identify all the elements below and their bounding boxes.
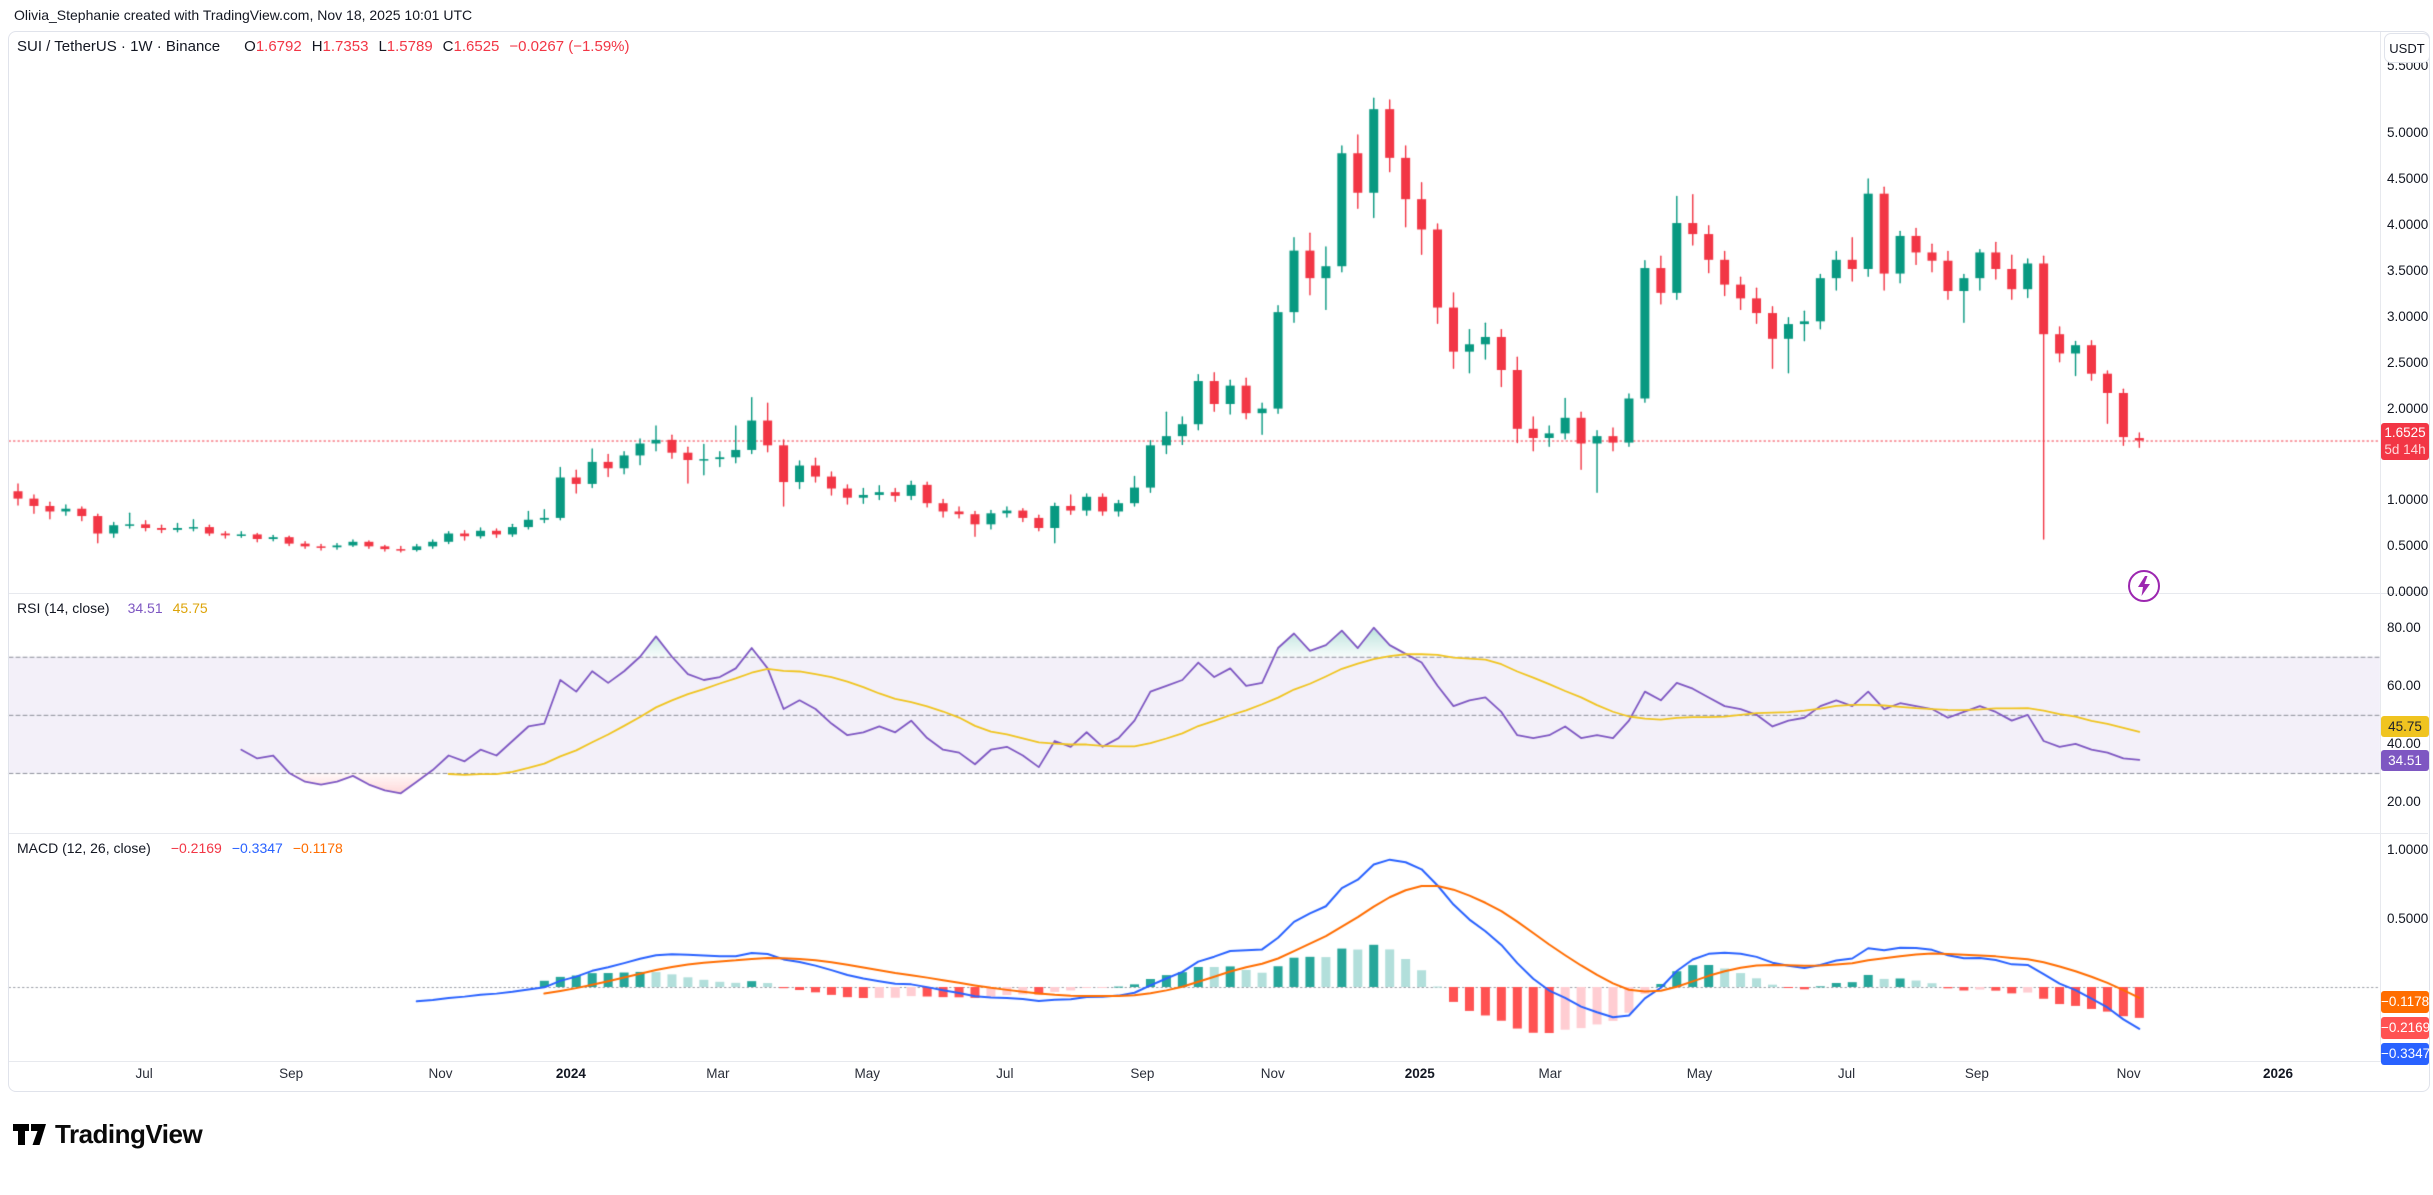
bar-countdown: 5d 14h — [2384, 442, 2426, 457]
time-tick-month: Nov — [428, 1066, 453, 1081]
last-price-badge: 1.6525 5d 14h — [2381, 423, 2429, 460]
time-axis-separator — [9, 1061, 2428, 1062]
low-value: 1.5789 — [386, 38, 433, 55]
open-label: O — [244, 38, 256, 55]
rsi-pane-separator[interactable] — [9, 593, 2428, 594]
macd-pane-separator[interactable] — [9, 833, 2428, 834]
macd-line-value: −0.3347 — [231, 840, 283, 856]
time-tick-month: Sep — [1964, 1066, 1989, 1081]
macd-legend: MACD (12, 26, close) −0.2169 −0.3347 −0.117… — [17, 840, 343, 856]
rsi-tick: 20.00 — [2387, 794, 2421, 809]
rsi-tick: 40.00 — [2387, 735, 2421, 751]
time-tick-month: Nov — [2116, 1066, 2141, 1081]
open-value: 1.6792 — [255, 38, 302, 55]
rsi-indicator-title[interactable]: RSI (14, close) — [17, 600, 110, 616]
high-value: 1.7353 — [322, 38, 369, 55]
rsi-value: 34.51 — [127, 600, 163, 616]
price-tick: 5.0000 — [2387, 125, 2429, 141]
rsi-tick: 60.00 — [2387, 677, 2421, 693]
close-label: C — [442, 38, 454, 55]
time-axis[interactable]: Jul Sep Nov 2024 Mar May Jul Sep Nov 2025 Mar May Ju… — [0, 1066, 2380, 1090]
tradingview-wordmark[interactable]: TradingView — [55, 1119, 203, 1149]
lightning-icon — [2138, 576, 2150, 596]
close-value: 1.6525 — [453, 38, 500, 55]
rsi-ma-badge: 45.75 — [2381, 716, 2429, 737]
time-tick-month: Jul — [1837, 1066, 1856, 1081]
macd-indicator-title[interactable]: MACD (12, 26, close) — [17, 840, 151, 856]
time-tick-month: Jul — [135, 1066, 153, 1081]
rsi-legend: RSI (14, close) 34.51 45.75 — [17, 600, 208, 616]
low-label: L — [378, 38, 387, 55]
macd-line-badge: −0.3347 — [2381, 1043, 2430, 1065]
price-tick: 0.0000 — [2387, 584, 2429, 600]
macd-signal-value: −0.1178 — [292, 840, 343, 856]
macd-tick: 0.5000 — [2387, 910, 2429, 926]
rsi-badge: 34.51 — [2381, 750, 2429, 771]
change-value: −0.0267 (−1.59%) — [509, 38, 630, 55]
attribution-text: Olivia_Stephanie created with TradingVie… — [14, 7, 473, 23]
instant-trading-button[interactable] — [2128, 570, 2160, 602]
price-tick: 3.0000 — [2387, 308, 2429, 324]
price-axis-separator — [2380, 32, 2381, 1061]
time-tick-year: 2026 — [2263, 1066, 2294, 1081]
time-tick-month: Jul — [996, 1066, 1014, 1081]
price-tick: 4.0000 — [2387, 216, 2429, 232]
time-tick-month: Nov — [1260, 1066, 1285, 1081]
time-tick-month: May — [1686, 1066, 1713, 1081]
macd-tick: 1.0000 — [2387, 842, 2429, 857]
price-tick: 3.5000 — [2387, 262, 2429, 278]
rsi-tick: 80.00 — [2387, 619, 2421, 635]
price-tick: 0.5000 — [2387, 538, 2429, 554]
footer: TradingView — [13, 1119, 203, 1150]
time-tick-month: Mar — [1538, 1066, 1562, 1081]
currency-toggle-button[interactable]: USDT — [2384, 33, 2430, 63]
time-tick-month: Mar — [706, 1066, 730, 1081]
time-tick-month: Sep — [1130, 1066, 1155, 1081]
time-tick-month: Sep — [279, 1066, 304, 1081]
time-tick-year: 2025 — [1404, 1066, 1435, 1081]
symbol-title[interactable]: SUI / TetherUS · 1W · Binance — [17, 38, 221, 55]
time-tick-year: 2024 — [555, 1066, 586, 1081]
tradingview-logo-icon[interactable] — [13, 1120, 47, 1150]
macd-hist-value: −0.2169 — [170, 840, 222, 856]
price-tick: 2.5000 — [2387, 354, 2429, 370]
macd-signal-badge: −0.1178 — [2381, 991, 2429, 1013]
time-tick-month: May — [854, 1066, 881, 1081]
macd-hist-badge: −0.2169 — [2381, 1017, 2430, 1039]
price-tick: 1.0000 — [2387, 492, 2429, 508]
price-tick: 4.5000 — [2387, 170, 2429, 186]
last-price-value: 1.6525 — [2384, 425, 2426, 440]
symbol-legend: SUI / TetherUS · 1W · Binance O1.6792 H1.7… — [17, 38, 630, 55]
high-label: H — [311, 38, 323, 55]
rsi-ma-value: 45.75 — [172, 600, 208, 616]
price-tick: 2.0000 — [2387, 400, 2429, 416]
